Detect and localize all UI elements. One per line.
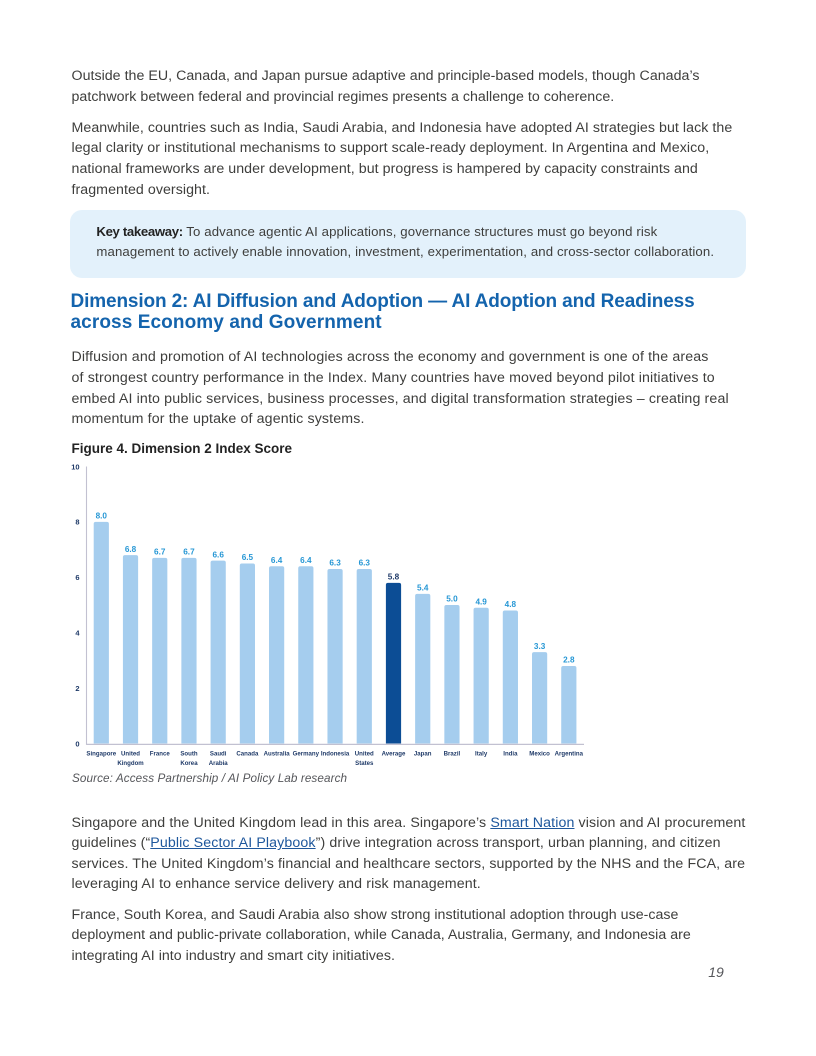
svg-text:Arabia: Arabia	[209, 760, 229, 767]
svg-text:6.3: 6.3	[359, 559, 371, 568]
svg-text:Singapore: Singapore	[86, 751, 116, 758]
svg-text:Italy: Italy	[475, 751, 488, 758]
svg-text:Brazil: Brazil	[444, 751, 461, 758]
svg-text:8.0: 8.0	[96, 512, 108, 521]
svg-text:Saudi: Saudi	[210, 751, 227, 758]
svg-text:6.7: 6.7	[154, 548, 166, 557]
svg-text:4.9: 4.9	[475, 597, 487, 606]
svg-text:6.7: 6.7	[183, 548, 195, 557]
svg-text:6.5: 6.5	[242, 553, 254, 562]
svg-text:6: 6	[75, 573, 79, 582]
svg-text:Average: Average	[382, 751, 406, 758]
svg-text:Australia: Australia	[264, 751, 291, 758]
svg-text:Canada: Canada	[236, 751, 259, 758]
svg-text:Germany: Germany	[293, 751, 320, 758]
svg-text:6.4: 6.4	[300, 556, 312, 565]
svg-text:Indonesia: Indonesia	[321, 751, 350, 758]
svg-text:5.4: 5.4	[417, 584, 429, 593]
svg-text:France: France	[150, 751, 171, 758]
svg-text:10: 10	[71, 462, 79, 471]
svg-text:6.6: 6.6	[212, 550, 224, 559]
svg-text:United: United	[355, 751, 374, 758]
svg-text:5.8: 5.8	[388, 573, 400, 582]
svg-text:6.8: 6.8	[125, 545, 137, 554]
svg-text:South: South	[180, 751, 198, 758]
svg-text:Argentina: Argentina	[555, 751, 584, 758]
svg-text:2.8: 2.8	[563, 656, 575, 665]
svg-text:5.0: 5.0	[446, 595, 458, 604]
svg-text:8: 8	[75, 518, 79, 527]
svg-text:Mexico: Mexico	[529, 751, 550, 758]
svg-text:States: States	[355, 760, 374, 767]
svg-text:0: 0	[75, 739, 79, 748]
svg-text:3.3: 3.3	[534, 642, 546, 651]
svg-text:India: India	[503, 751, 518, 758]
svg-text:6.4: 6.4	[271, 556, 283, 565]
svg-text:4.8: 4.8	[505, 600, 517, 609]
svg-text:4: 4	[75, 629, 80, 638]
svg-text:Japan: Japan	[414, 751, 432, 758]
svg-text:United: United	[121, 751, 140, 758]
svg-text:Kingdom: Kingdom	[117, 760, 144, 767]
svg-text:2: 2	[75, 684, 79, 693]
svg-text:6.3: 6.3	[329, 559, 341, 568]
svg-text:Korea: Korea	[180, 760, 198, 767]
